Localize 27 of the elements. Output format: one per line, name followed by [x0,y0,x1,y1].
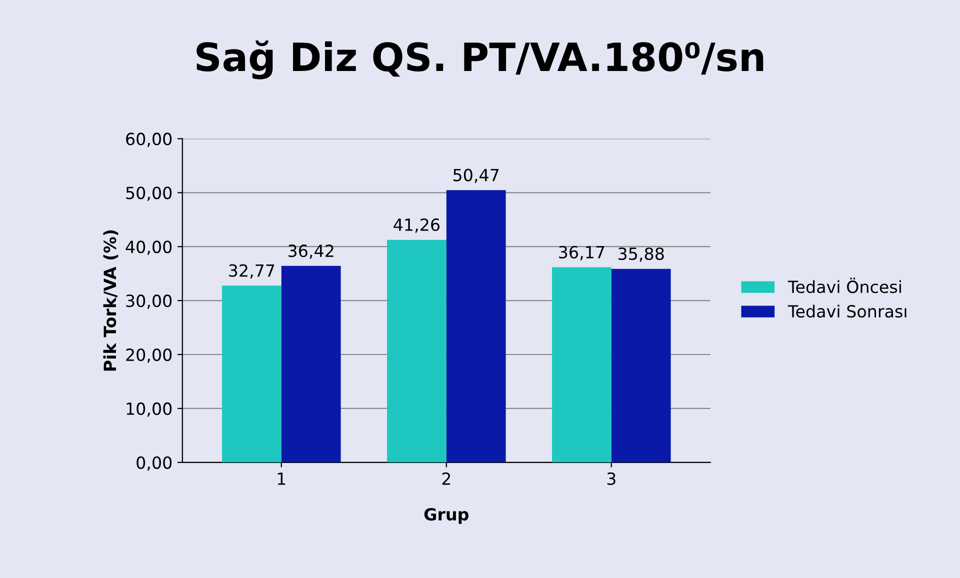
y-axis-title: Pik Tork/VA (%) [103,230,118,371]
y-tick-label: 60,00 [126,132,172,147]
legend-label: Tedavi Öncesi [788,278,901,294]
bar [387,240,446,462]
x-axis-title: Grup [424,508,468,524]
data-label: 50,47 [454,168,499,184]
bar [222,286,282,462]
y-tick-label: 20,00 [126,348,172,363]
bar [552,267,612,462]
chart-title: Sağ Diz QS. PT/VA.180⁰/sn [196,40,764,80]
data-label: 41,26 [394,218,440,233]
y-tick-label: 10,00 [126,402,172,417]
legend-label: Tedavi Sonrası [788,304,906,318]
x-tick-label: 3 [607,472,616,486]
bar [446,190,506,462]
y-tick-label: 50,00 [126,186,172,201]
bar [611,268,671,462]
data-label: 35,88 [618,247,664,262]
y-tick-label: 30,00 [126,294,172,309]
y-tick-label: 0,00 [136,456,172,471]
data-label: 32,77 [229,264,274,279]
x-tick-label: 2 [442,472,450,485]
y-tick-label: 40,00 [126,240,172,255]
bar [281,266,341,462]
data-label: 36,42 [288,244,334,259]
x-tick-label: 1 [278,472,286,485]
data-label: 36,17 [559,246,604,260]
